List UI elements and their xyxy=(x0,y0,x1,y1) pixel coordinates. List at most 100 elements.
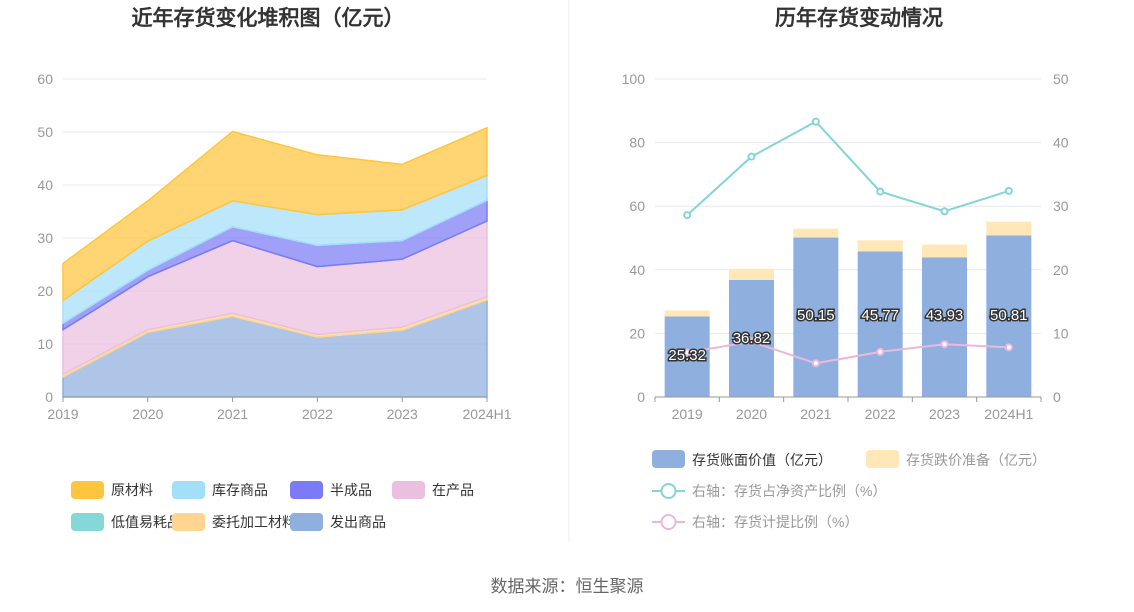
right-x-tick-label: 2019 xyxy=(672,406,703,422)
legend-label-book_value: 存货账面价值（亿元） xyxy=(692,452,832,468)
line-point-provision_ratio xyxy=(747,337,756,346)
bar-value-label: 50.15 xyxy=(797,307,835,324)
bar-impairment xyxy=(729,268,774,280)
left-y-tick-label: 60 xyxy=(37,71,53,87)
bar-impairment xyxy=(793,228,839,238)
line-point-net_ratio xyxy=(1004,186,1013,195)
line-point-net_ratio xyxy=(940,207,949,216)
bar-book-value xyxy=(664,316,710,397)
right-legend: 存货账面价值（亿元） 存货跌价准备（亿元） 右轴：存货占净资产比例（%） 右轴：存货计… xyxy=(652,450,1046,530)
right-y2-tick-label: 10 xyxy=(1053,325,1069,341)
bar-impairment xyxy=(922,244,967,258)
bar-book-value xyxy=(793,237,839,397)
line-series-net_ratio xyxy=(686,120,1010,216)
right-lines xyxy=(683,117,1013,368)
line-point-provision_ratio xyxy=(811,359,820,368)
left-x-tick-label: 2023 xyxy=(387,406,418,422)
legend-label-in_production: 在产品 xyxy=(432,482,474,498)
legend-marker-provision_ratio xyxy=(660,514,677,530)
legend-swatch-in_production xyxy=(392,481,425,499)
right-x-tick-label: 2021 xyxy=(800,406,831,422)
left-x-tick-label: 2021 xyxy=(217,406,248,422)
legend-swatch-low_value xyxy=(71,513,104,531)
line-point-net_ratio xyxy=(683,211,692,220)
right-y2-tick-label: 40 xyxy=(1053,135,1069,151)
right-grid: 0 20 40 60 80 100 0 10 20 30 40 50 xyxy=(622,71,1069,405)
legend-swatch-stock_goods xyxy=(172,481,205,499)
right-y2-tick-label: 30 xyxy=(1053,198,1069,214)
legend-label-stock_goods: 库存商品 xyxy=(212,482,268,498)
right-bars xyxy=(664,221,1032,397)
right-x-tick-label: 2022 xyxy=(865,406,896,422)
right-bar-labels: 25.32 36.82 50.15 45.77 43.93 50.81 xyxy=(667,306,1029,366)
bar-value-label: 50.81 xyxy=(990,307,1028,324)
bar-impairment xyxy=(664,310,710,317)
right-chart-title: 历年存货变动情况 xyxy=(775,6,943,30)
area-series-raw_material xyxy=(62,126,488,302)
left-y-tick-label: 0 xyxy=(45,389,53,405)
right-y2-tick-label: 50 xyxy=(1053,71,1069,87)
line-series-provision_ratio xyxy=(687,340,1009,365)
legend-label-semi_finished: 半成品 xyxy=(330,482,372,498)
right-y-tick-label: 20 xyxy=(629,325,645,341)
right-y-tick-label: 100 xyxy=(622,71,646,87)
right-x-tick-label: 2023 xyxy=(929,406,960,422)
line-point-provision_ratio xyxy=(1004,343,1013,352)
left-x-tick-label: 2020 xyxy=(132,406,163,422)
left-x-tick-label: 2019 xyxy=(47,406,78,422)
legend-label-impairment: 存货跌价准备（亿元） xyxy=(906,452,1046,468)
bar-book-value xyxy=(857,251,903,397)
line-point-net_ratio xyxy=(811,117,820,126)
legend-label-shipped: 发出商品 xyxy=(330,514,386,530)
right-x-tick-label: 2020 xyxy=(736,406,767,422)
legend-label-provision_ratio: 右轴：存货计提比例（%） xyxy=(692,514,858,530)
legend-swatch-outsourced xyxy=(172,513,205,531)
right-axis: 2019 2020 2021 2022 2023 2024H1 xyxy=(654,396,1042,422)
right-y-tick-label: 0 xyxy=(637,389,645,405)
legend-swatch-book_value xyxy=(652,450,685,468)
bar-value-label: 43.93 xyxy=(926,307,964,324)
left-y-tick-label: 40 xyxy=(37,177,53,193)
left-y-tick-label: 20 xyxy=(37,283,53,299)
bar-impairment xyxy=(986,221,1032,236)
left-y-tick-label: 50 xyxy=(37,124,53,140)
left-x-tick-label: 2024H1 xyxy=(462,406,511,422)
data-source: 数据来源：恒生聚源 xyxy=(491,577,644,596)
bar-value-label: 36.82 xyxy=(733,330,771,347)
right-y2-tick-label: 0 xyxy=(1053,389,1061,405)
legend-label-net_ratio: 右轴：存货占净资产比例（%） xyxy=(692,483,886,499)
legend-marker-net_ratio xyxy=(660,483,677,499)
left-y-tick-label: 30 xyxy=(37,230,53,246)
legend-swatch-raw_material xyxy=(71,481,104,499)
bar-line-chart: 历年存货变动情况 0 20 40 60 80 100 0 10 20 30 40 50 25.32 36… xyxy=(622,6,1069,530)
line-point-net_ratio xyxy=(876,187,885,196)
left-chart-title: 近年存货变化堆积图（亿元） xyxy=(132,6,405,30)
right-y-tick-label: 80 xyxy=(629,135,645,151)
bar-book-value xyxy=(922,257,967,397)
bar-value-label: 45.77 xyxy=(861,307,899,324)
right-x-tick-label: 2024H1 xyxy=(984,406,1033,422)
stacked-area-chart: 近年存货变化堆积图（亿元） 0 10 20 30 40 50 60 2019 2020 2021… xyxy=(37,6,512,531)
legend-label-raw_material: 原材料 xyxy=(111,482,153,498)
left-y-tick-label: 10 xyxy=(37,336,53,352)
bar-book-value xyxy=(986,235,1032,397)
bar-impairment xyxy=(857,240,903,252)
line-point-provision_ratio xyxy=(683,348,692,357)
line-point-provision_ratio xyxy=(940,340,949,349)
left-x-tick-label: 2022 xyxy=(302,406,333,422)
legend-label-outsourced: 委托加工材料 xyxy=(212,514,296,530)
left-axis: 2019 2020 2021 2022 2023 2024H1 xyxy=(47,396,512,422)
right-y-tick-label: 60 xyxy=(629,198,645,214)
bar-value-label: 25.32 xyxy=(668,347,706,364)
right-y-tick-label: 40 xyxy=(629,262,645,278)
right-y2-tick-label: 20 xyxy=(1053,262,1069,278)
line-point-provision_ratio xyxy=(876,347,885,356)
legend-swatch-semi_finished xyxy=(290,481,323,499)
left-areas xyxy=(62,126,488,398)
legend-swatch-shipped xyxy=(290,513,323,531)
legend-label-low_value: 低值易耗品 xyxy=(111,514,181,530)
line-point-net_ratio xyxy=(747,152,756,161)
legend-swatch-impairment xyxy=(866,450,899,468)
